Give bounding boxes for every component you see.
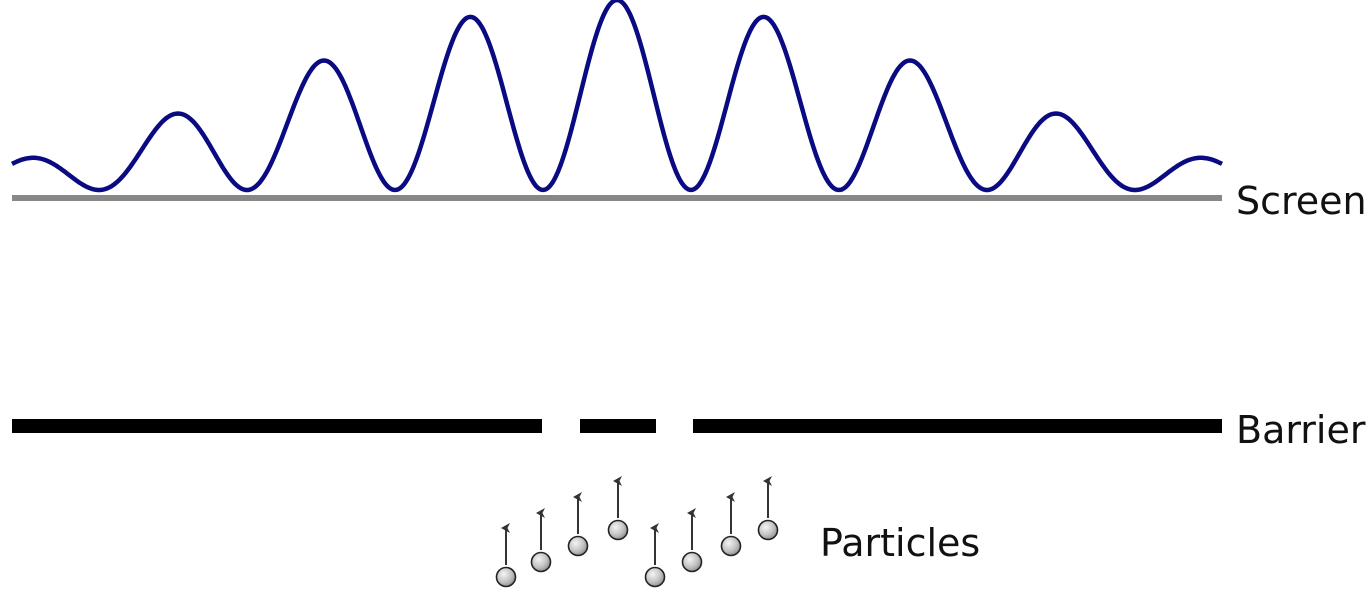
barrier-segment-left xyxy=(12,419,542,433)
particle-sphere-icon xyxy=(720,535,742,557)
particles-label: Particles xyxy=(820,521,980,565)
particle-sphere-icon xyxy=(567,535,589,557)
barrier-segment-right xyxy=(693,419,1222,433)
interference-pattern xyxy=(10,0,1224,193)
barrier-label: Barrier xyxy=(1236,408,1366,452)
particle-sphere-icon xyxy=(681,551,703,573)
screen-label: Screen xyxy=(1236,179,1367,223)
particle-sphere-icon xyxy=(530,551,552,573)
particle-sphere-icon xyxy=(495,566,517,588)
barrier xyxy=(12,419,1222,433)
particles-group xyxy=(495,476,779,588)
particle-sphere-icon xyxy=(644,566,666,588)
particle-sphere-icon xyxy=(607,519,629,541)
barrier-segment-middle xyxy=(580,419,656,433)
particle-sphere-icon xyxy=(757,519,779,541)
